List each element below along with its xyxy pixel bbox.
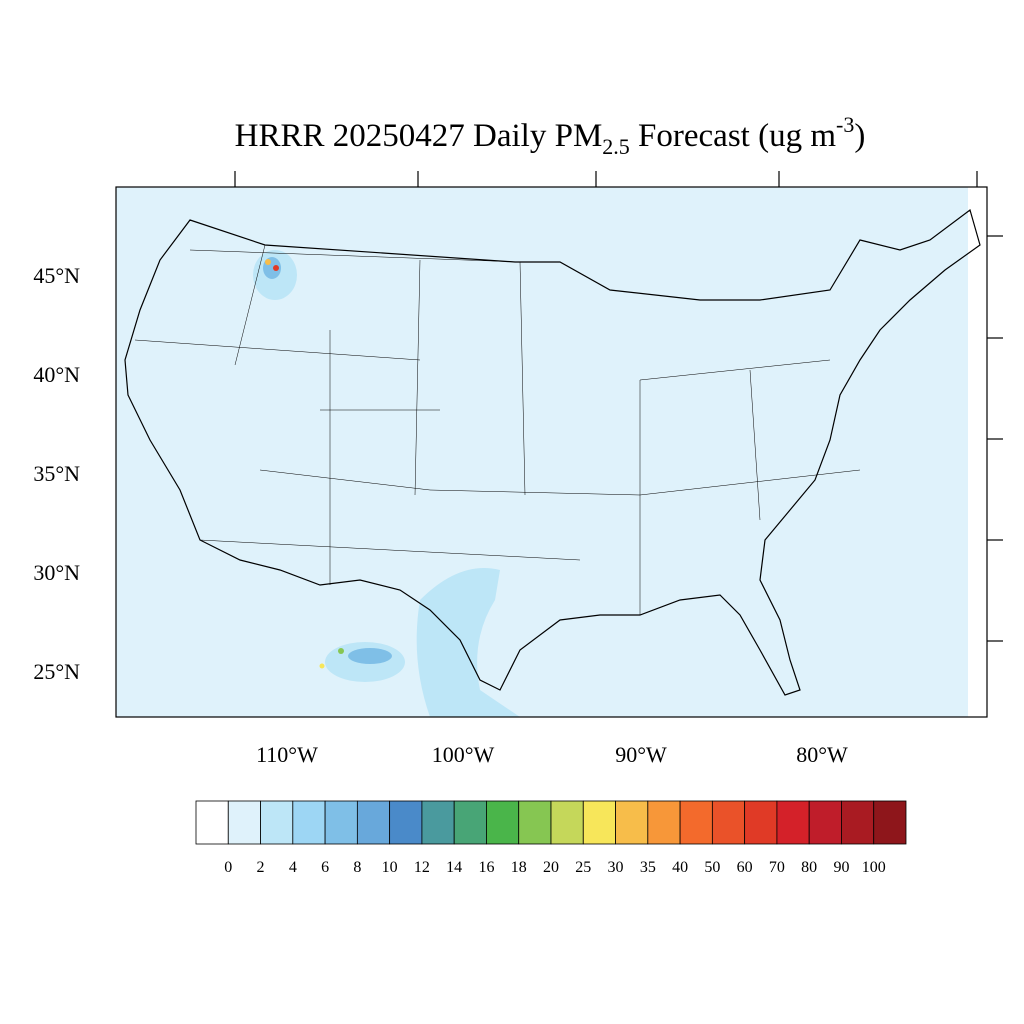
map-frame (115, 186, 988, 718)
colorbar-box (486, 800, 520, 845)
colorbar-label: 20 (543, 859, 559, 876)
colorbar-box (873, 800, 907, 845)
colorbar-label: 80 (801, 859, 817, 876)
colorbar-label: 18 (511, 859, 527, 876)
colorbar-label: 8 (353, 859, 361, 876)
colorbar-box (518, 800, 552, 845)
lat-label: 30°N (33, 560, 80, 585)
colorbar-box (421, 800, 455, 845)
colorbar-box (841, 800, 875, 845)
title-sub: 2.5 (602, 134, 630, 159)
title: HRRR 20250427 Daily PM2.5 Forecast (ug m… (235, 112, 866, 159)
lon-label: 100°W (432, 742, 495, 767)
colorbar-box (356, 800, 391, 845)
colorbar-label: 16 (478, 859, 494, 876)
colorbar-box (324, 800, 358, 845)
colorbar-label: 35 (640, 859, 656, 876)
lon-label: 90°W (615, 742, 667, 767)
state-borders (134, 244, 861, 615)
colorbar-label: 50 (704, 859, 720, 876)
colorbar-label: 40 (672, 859, 688, 876)
colorbar-label: 12 (414, 859, 430, 876)
colorbar-box (679, 800, 713, 845)
colorbar-box (808, 800, 842, 845)
colorbar-box (744, 800, 778, 845)
lat-labels: 45°N 40°N 35°N 30°N 25°N (33, 263, 80, 684)
colorbar-box (711, 800, 746, 845)
colorbar-label: 10 (382, 859, 398, 876)
colorbar-box (647, 800, 681, 845)
smoke-plume (348, 648, 392, 664)
map-background (116, 187, 987, 717)
lat-label: 45°N (33, 263, 80, 288)
title-end: ) (854, 118, 865, 154)
colorbar-label: 4 (289, 859, 297, 876)
colorbar-label: 60 (737, 859, 753, 876)
smoke-hotspot (265, 259, 271, 265)
colorbar-box (227, 800, 261, 845)
map (115, 171, 1003, 718)
colorbar-box (550, 800, 584, 845)
frame-ticks (234, 171, 1003, 642)
colorbar-label: 6 (321, 859, 329, 876)
colorbar-label: 25 (575, 859, 591, 876)
no-data-strip (968, 187, 987, 717)
colorbar-label: 2 (257, 859, 265, 876)
colorbar-label: 70 (769, 859, 785, 876)
colorbar-box (615, 800, 649, 845)
title-main: HRRR 20250427 Daily PM (235, 118, 603, 154)
lon-label: 110°W (256, 742, 318, 767)
title-mid: Forecast (ug m (630, 118, 837, 154)
colorbar-box (292, 800, 326, 845)
coastline (124, 208, 981, 696)
colorbar-label: 14 (446, 859, 462, 876)
smoke-hotspot (319, 663, 325, 669)
colorbar: 0 2 4 6 8 10 12 14 16 18 20 25 30 35 40 50 60 70 80 90 100 (195, 800, 907, 876)
colorbar-box (195, 800, 229, 845)
lon-labels: 110°W 100°W 90°W 80°W (256, 742, 848, 767)
colorbar-label: 0 (224, 859, 232, 876)
smoke-hotspot (338, 648, 344, 654)
title-sup: -3 (836, 112, 854, 137)
colorbar-box (776, 800, 810, 845)
lat-label: 40°N (33, 362, 80, 387)
lat-label: 35°N (33, 461, 80, 486)
colorbar-box (582, 800, 616, 845)
colorbar-box (453, 800, 487, 845)
smoke-plume (416, 568, 520, 717)
colorbar-box (389, 800, 423, 845)
colorbar-label: 90 (833, 859, 849, 876)
colorbar-label: 30 (608, 859, 624, 876)
lat-label: 25°N (33, 659, 80, 684)
lon-label: 80°W (796, 742, 848, 767)
colorbar-box (260, 800, 294, 845)
colorbar-label: 100 (862, 859, 886, 876)
smoke-hotspot (273, 265, 279, 271)
